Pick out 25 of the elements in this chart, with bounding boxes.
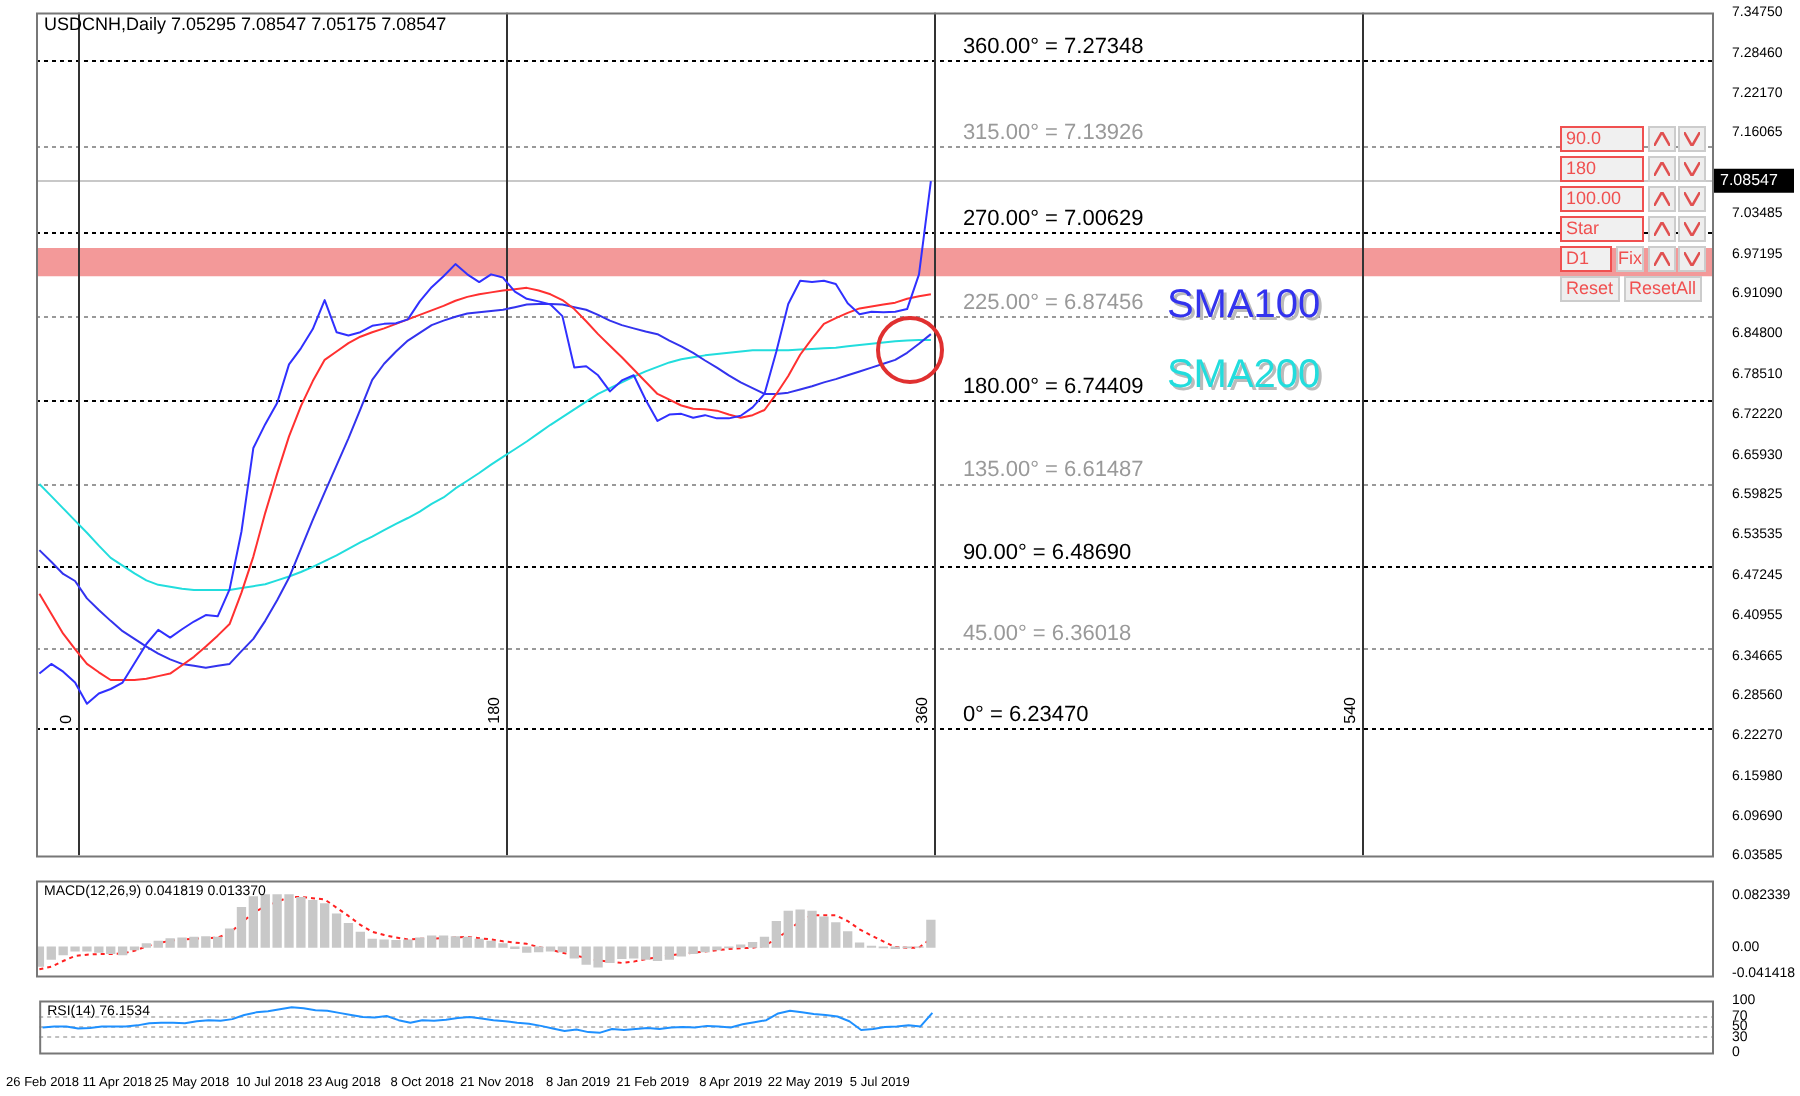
annotation: 180 [484, 695, 503, 724]
ref-line-label: 90.00° = 6.48690 [962, 540, 1132, 565]
annotation: 100.00 [1560, 186, 1644, 212]
ref-line-label: 315.00° = 7.13926 [962, 121, 1144, 146]
annotation: Fix [1616, 246, 1644, 272]
annotation: Star [1560, 216, 1644, 242]
annotation: 90.0 [1560, 126, 1644, 152]
line-series [38, 895, 932, 971]
ref-line-label: 270.00° = 7.00629 [962, 206, 1144, 231]
annotation: Reset [1560, 276, 1620, 302]
ref-line-label: 0° = 6.23470 [962, 702, 1089, 727]
ref-line-label: 360.00° = 7.27348 [962, 35, 1144, 60]
ref-line-label: 45.00° = 6.36018 [962, 622, 1132, 647]
annotation: 0 [56, 713, 75, 724]
annotation: D1 [1560, 246, 1612, 272]
ref-line-label: 135.00° = 6.61487 [962, 458, 1144, 483]
text: SMA200 [1166, 352, 1321, 397]
annotation: 180 [1560, 156, 1644, 182]
ref-line-label: 7.08547 [1720, 171, 1779, 190]
text: SMA100 [1166, 283, 1321, 328]
ref-line-label: 225.00° = 6.87456 [962, 291, 1144, 316]
annotation: 540 [1340, 695, 1359, 724]
ref-line-label: 180.00° = 6.74409 [962, 375, 1144, 400]
annotation: ResetAll [1623, 276, 1703, 302]
annotation: 360 [912, 695, 931, 724]
